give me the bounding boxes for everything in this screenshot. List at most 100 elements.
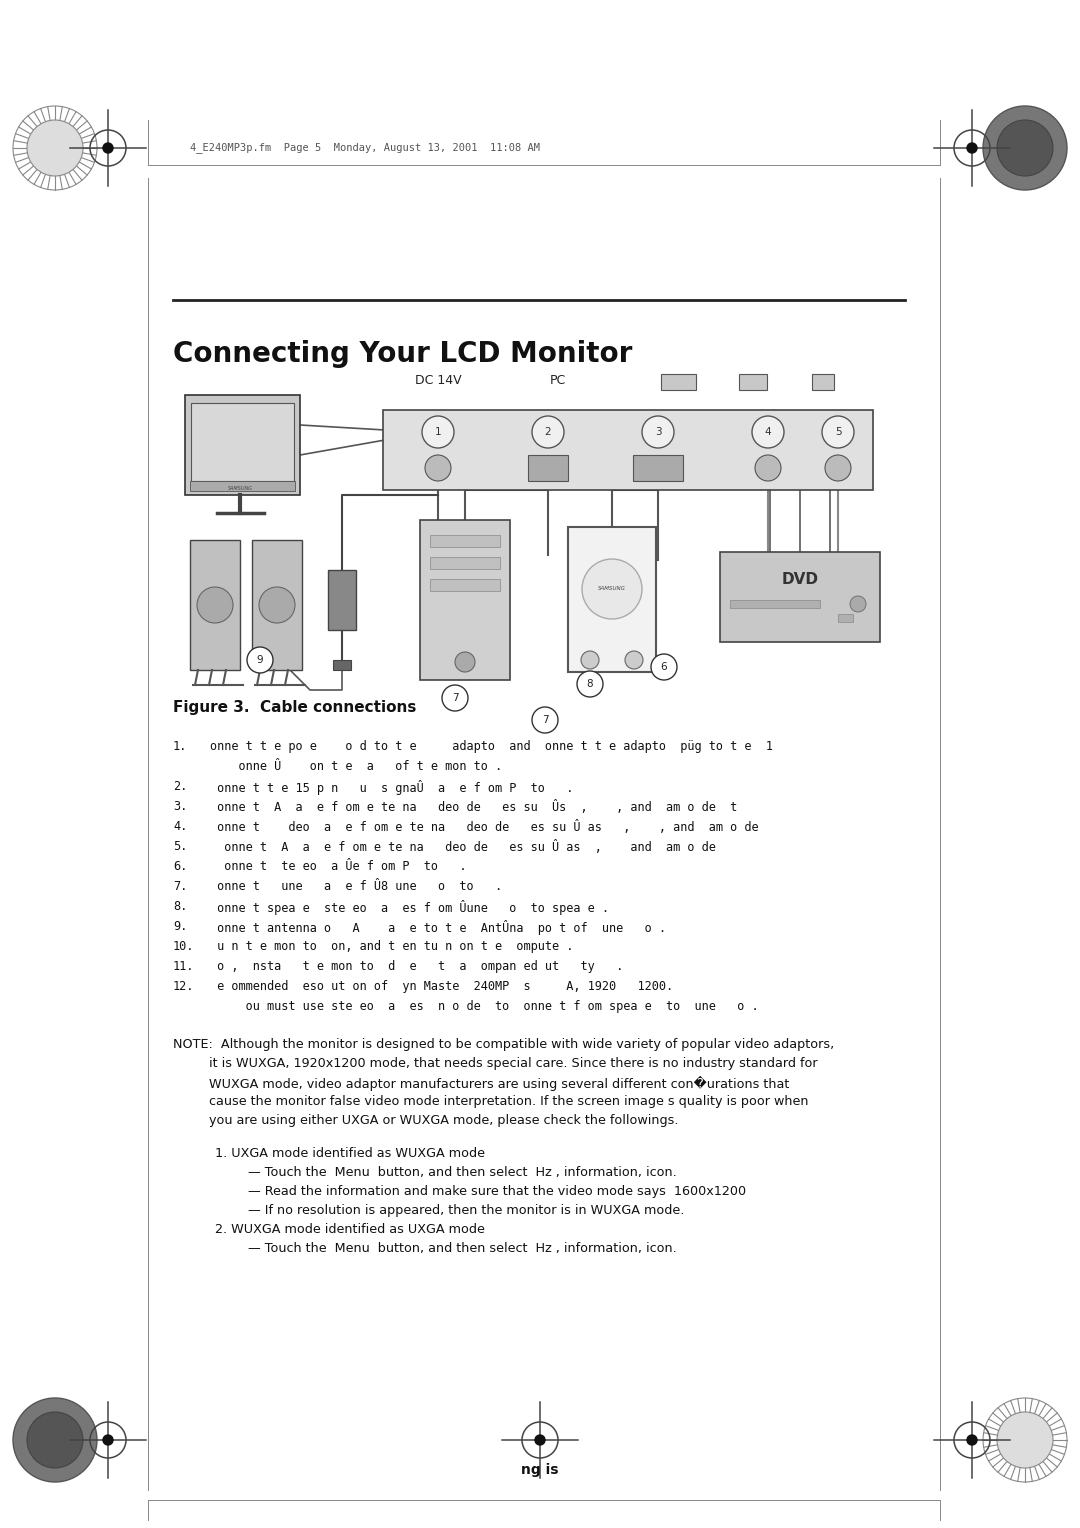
Text: onne t  te eo  a Ûe f om P  to   .: onne t te eo a Ûe f om P to . <box>210 860 467 872</box>
Bar <box>420 520 510 680</box>
Text: Connecting Your LCD Monitor: Connecting Your LCD Monitor <box>173 341 633 368</box>
Text: 6: 6 <box>661 662 667 672</box>
Text: onne t  A  a  e f om e te na   deo de   es su  Ûs  ,    , and  am o de  t: onne t A a e f om e te na deo de es su Û… <box>210 801 738 814</box>
Text: 1: 1 <box>434 426 442 437</box>
Text: 4.: 4. <box>173 821 187 833</box>
Circle shape <box>625 651 643 669</box>
Bar <box>528 455 568 481</box>
Circle shape <box>455 652 475 672</box>
Text: onne Û    on t e  a   of t e mon to .: onne Û on t e a of t e mon to . <box>210 759 502 773</box>
Text: 10.: 10. <box>173 940 194 953</box>
Text: 9: 9 <box>257 656 264 665</box>
Text: Figure 3.  Cable connections: Figure 3. Cable connections <box>173 700 417 715</box>
Circle shape <box>426 455 451 481</box>
Text: onne t    deo  a  e f om e te na   deo de   es su Û as   ,    , and  am o de: onne t deo a e f om e te na deo de es su… <box>210 821 758 834</box>
Circle shape <box>967 1435 977 1445</box>
Bar <box>812 374 834 390</box>
Text: 3.: 3. <box>173 801 187 813</box>
Text: onne t  A  a  e f om e te na   deo de   es su Û as  ,    and  am o de: onne t A a e f om e te na deo de es su Û… <box>210 840 716 854</box>
Text: onne t spea e  ste eo  a  es f om Ûune   o  to spea e .: onne t spea e ste eo a es f om Ûune o to… <box>210 900 609 915</box>
Bar <box>190 539 240 669</box>
Circle shape <box>825 455 851 481</box>
Circle shape <box>642 416 674 448</box>
Text: onne t antenna o   A    a  e to t e  AntÛna  po t of  une   o .: onne t antenna o A a e to t e AntÛna po … <box>210 920 666 935</box>
Circle shape <box>755 455 781 481</box>
Circle shape <box>259 587 295 623</box>
Text: 6.: 6. <box>173 860 187 872</box>
Text: onne t t e po e    o d to t e     adapto  and  onne t t e adapto  püg to t e  1: onne t t e po e o d to t e adapto and on… <box>210 740 773 753</box>
Text: ou must use ste eo  a  es  n o de  to  onne t f om spea e  to  une   o .: ou must use ste eo a es n o de to onne t… <box>210 999 758 1013</box>
Circle shape <box>581 651 599 669</box>
Circle shape <box>442 685 468 711</box>
Text: 12.: 12. <box>173 979 194 993</box>
Text: — Read the information and make sure that the video mode says  1600x1200: — Read the information and make sure tha… <box>232 1186 746 1198</box>
Text: 7: 7 <box>542 715 549 724</box>
Text: 11.: 11. <box>173 960 194 973</box>
Circle shape <box>13 1398 97 1482</box>
Text: 7.: 7. <box>173 880 187 892</box>
Text: cause the monitor false video mode interpretation. If the screen image s quality: cause the monitor false video mode inter… <box>173 1096 809 1108</box>
Text: o ,  nsta   t e mon to  d  e   t  a  ompan ed ut   ty   .: o , nsta t e mon to d e t a ompan ed ut … <box>210 960 623 973</box>
Text: SAMSUNG: SAMSUNG <box>598 587 626 591</box>
Circle shape <box>651 654 677 680</box>
Text: SAMSUNG: SAMSUNG <box>228 486 253 490</box>
Circle shape <box>532 707 558 733</box>
Text: it is WUXGA, 1920x1200 mode, that needs special care. Since there is no industry: it is WUXGA, 1920x1200 mode, that needs … <box>173 1057 818 1070</box>
Bar <box>720 552 880 642</box>
Circle shape <box>582 559 642 619</box>
Text: 3: 3 <box>654 426 661 437</box>
Bar <box>430 558 500 568</box>
Circle shape <box>577 671 603 697</box>
Circle shape <box>103 1435 113 1445</box>
Text: 2.: 2. <box>173 779 187 793</box>
Bar <box>252 539 302 669</box>
Text: 9.: 9. <box>173 920 187 934</box>
Text: e ommended  eso ut on of  yn Maste  240MP  s     A, 1920   1200.: e ommended eso ut on of yn Maste 240MP s… <box>210 979 673 993</box>
Bar <box>838 614 853 622</box>
Text: — Touch the  Menu  button, and then select  Hz , information, icon.: — Touch the Menu button, and then select… <box>232 1166 677 1180</box>
Text: 2: 2 <box>544 426 551 437</box>
Circle shape <box>535 1435 545 1445</box>
Circle shape <box>27 1412 83 1468</box>
Text: 8.: 8. <box>173 900 187 914</box>
Bar <box>430 579 500 591</box>
Circle shape <box>247 646 273 672</box>
Circle shape <box>422 416 454 448</box>
Bar <box>383 410 873 490</box>
Circle shape <box>850 596 866 613</box>
Text: 7: 7 <box>451 694 458 703</box>
Circle shape <box>197 587 233 623</box>
Bar <box>568 527 656 672</box>
Text: onne t t e 15 p n   u  s gnaÛ  a  e f om P  to   .: onne t t e 15 p n u s gnaÛ a e f om P to… <box>210 779 573 795</box>
Text: ng is: ng is <box>522 1462 558 1478</box>
Text: — If no resolution is appeared, then the monitor is in WUXGA mode.: — If no resolution is appeared, then the… <box>232 1204 685 1216</box>
Circle shape <box>27 121 83 176</box>
Text: 5: 5 <box>835 426 841 437</box>
Text: you are using either UXGA or WUXGA mode, please check the followings.: you are using either UXGA or WUXGA mode,… <box>173 1114 678 1128</box>
Text: 8: 8 <box>586 678 593 689</box>
Text: PC: PC <box>550 373 566 387</box>
Bar <box>333 660 351 669</box>
Bar <box>661 374 696 390</box>
Text: 1. UXGA mode identified as WUXGA mode: 1. UXGA mode identified as WUXGA mode <box>215 1148 485 1160</box>
Circle shape <box>103 144 113 153</box>
Circle shape <box>997 1412 1053 1468</box>
Bar <box>430 535 500 547</box>
Bar <box>633 455 683 481</box>
Text: 1.: 1. <box>173 740 187 753</box>
Text: DC 14V: DC 14V <box>415 373 461 387</box>
Text: DVD: DVD <box>782 573 819 587</box>
Text: WUXGA mode, video adaptor manufacturers are using several different con�urations: WUXGA mode, video adaptor manufacturers … <box>173 1076 789 1091</box>
Circle shape <box>997 121 1053 176</box>
Text: 4_E240MP3p.fm  Page 5  Monday, August 13, 2001  11:08 AM: 4_E240MP3p.fm Page 5 Monday, August 13, … <box>190 142 540 153</box>
Bar <box>328 570 356 630</box>
Circle shape <box>752 416 784 448</box>
Circle shape <box>967 144 977 153</box>
Bar <box>185 396 300 495</box>
Text: 4: 4 <box>765 426 771 437</box>
Circle shape <box>983 105 1067 189</box>
Bar <box>191 403 294 481</box>
Bar <box>739 374 767 390</box>
Bar <box>730 601 820 608</box>
Text: 2. WUXGA mode identified as UXGA mode: 2. WUXGA mode identified as UXGA mode <box>215 1222 485 1236</box>
